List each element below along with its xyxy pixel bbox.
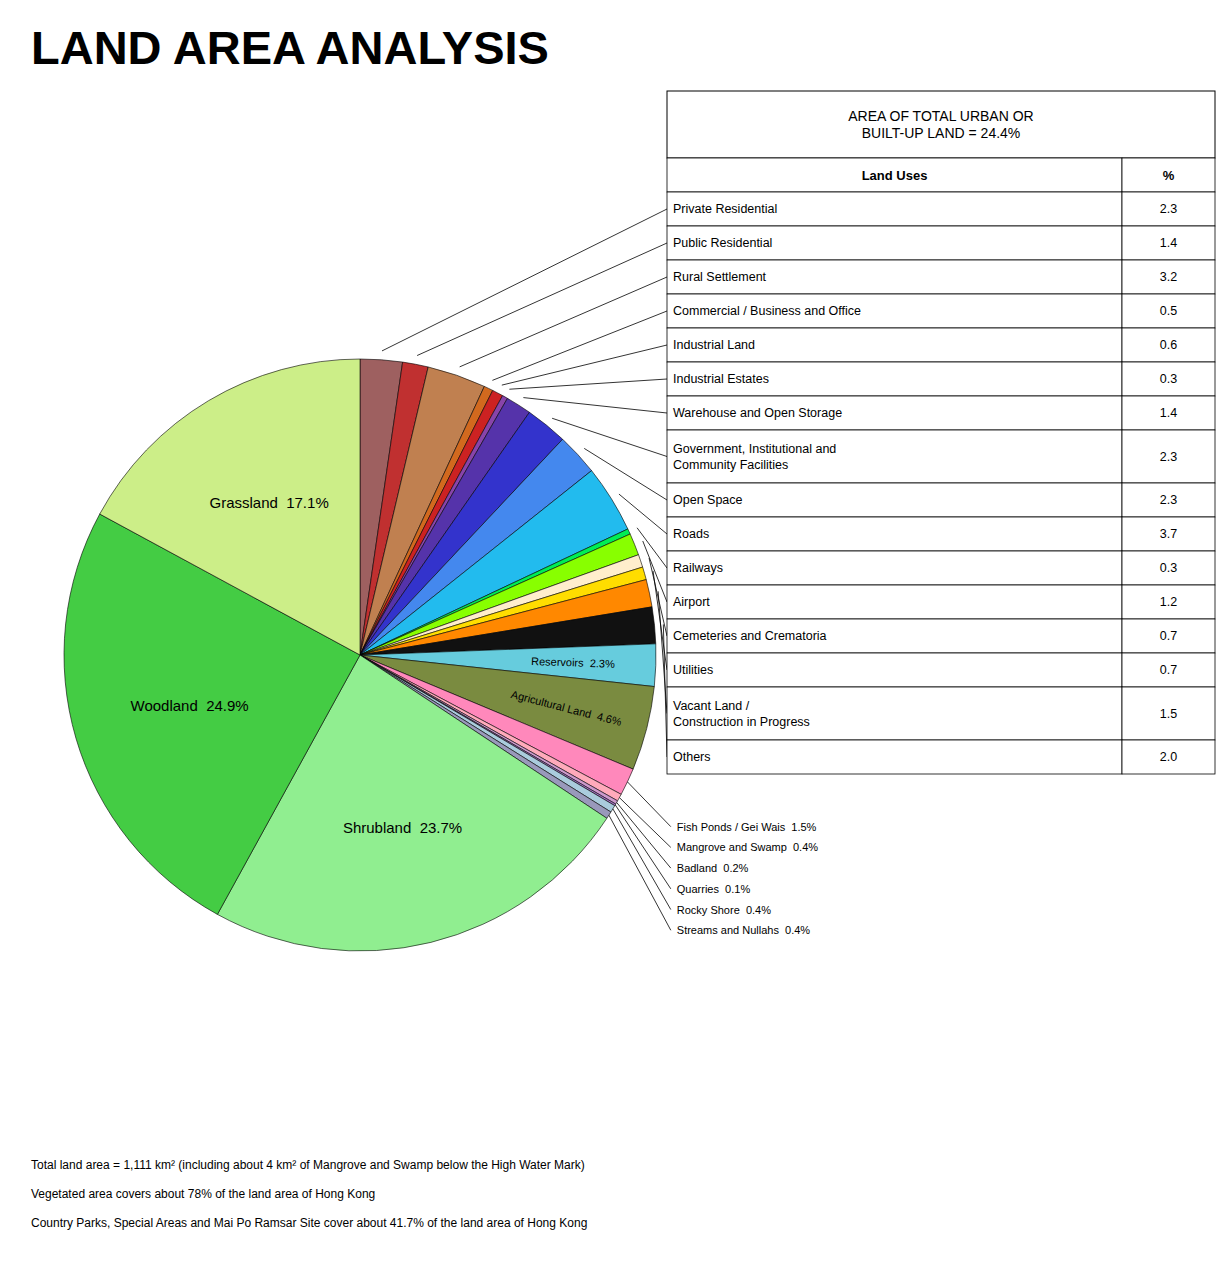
- html-text:Vegetated area covers about 78: Vegetated area covers about 78% of the l…: [31, 1187, 376, 1201]
- svg-text:0.3: 0.3: [1160, 372, 1177, 386]
- svg-text:Airport: Airport: [673, 595, 710, 609]
- svg-text:Shrubland 23.7%: Shrubland 23.7%: [343, 819, 462, 836]
- svg-text:2.0: 2.0: [1160, 750, 1177, 764]
- svg-text:Mangrove and Swamp 0.4%: Mangrove and Swamp 0.4%: [677, 841, 818, 853]
- svg-text:1.4: 1.4: [1160, 406, 1177, 420]
- svg-text:1.2: 1.2: [1160, 595, 1177, 609]
- svg-text:Warehouse and Open Storage: Warehouse and Open Storage: [673, 406, 842, 420]
- svg-text:Government, Institutional andC: Government, Institutional andCommunity F…: [673, 442, 836, 472]
- svg-text:Railways: Railways: [673, 561, 723, 575]
- svg-text:0.3: 0.3: [1160, 561, 1177, 575]
- svg-text:AREA OF TOTAL URBAN ORBUILT-UP: AREA OF TOTAL URBAN ORBUILT-UP LAND = 24…: [848, 108, 1033, 141]
- svg-text:Agricultural Land 4.6%: Agricultural Land 4.6%: [510, 688, 623, 728]
- svg-text:Open Space: Open Space: [673, 493, 743, 507]
- svg-text:Cemeteries and Crematoria: Cemeteries and Crematoria: [673, 629, 827, 643]
- svg-text:1.5: 1.5: [1160, 707, 1177, 721]
- svg-text:Others: Others: [673, 750, 711, 764]
- svg-text:0.7: 0.7: [1160, 663, 1177, 677]
- svg-text:Industrial Estates: Industrial Estates: [673, 372, 769, 386]
- svg-text:Vacant Land /Construction in P: Vacant Land /Construction in Progress: [673, 699, 810, 729]
- html-text:Country Parks, Special Areas a: Country Parks, Special Areas and Mai Po …: [31, 1216, 588, 1230]
- svg-text:2.3: 2.3: [1160, 450, 1177, 464]
- svg-text:Grassland 17.1%: Grassland 17.1%: [209, 494, 328, 511]
- svg-text:Private Residential: Private Residential: [673, 202, 777, 216]
- svg-text:Public Residential: Public Residential: [673, 236, 772, 250]
- svg-text:Woodland 24.9%: Woodland 24.9%: [131, 697, 249, 714]
- svg-text:Badland 0.2%: Badland 0.2%: [677, 862, 749, 874]
- svg-text:Reservoirs 2.3%: Reservoirs 2.3%: [531, 655, 615, 670]
- svg-text:2.3: 2.3: [1160, 493, 1177, 507]
- svg-text:Commercial / Business and Offi: Commercial / Business and Office: [673, 304, 861, 318]
- svg-text:Quarries 0.1%: Quarries 0.1%: [677, 883, 751, 895]
- svg-text:Industrial Land: Industrial Land: [673, 338, 755, 352]
- html-text:LAND AREA ANALYSIS: LAND AREA ANALYSIS: [31, 21, 549, 74]
- html-text:Total land area = 1,111 km² (i: Total land area = 1,111 km² (including a…: [31, 1158, 585, 1172]
- svg-text:Roads: Roads: [673, 527, 709, 541]
- svg-text:Streams and Nullahs 0.4%: Streams and Nullahs 0.4%: [677, 924, 811, 936]
- svg-text:%: %: [1163, 168, 1175, 183]
- svg-text:2.3: 2.3: [1160, 202, 1177, 216]
- svg-text:Rural Settlement: Rural Settlement: [673, 270, 767, 284]
- svg-text:0.7: 0.7: [1160, 629, 1177, 643]
- svg-text:Rocky Shore 0.4%: Rocky Shore 0.4%: [677, 904, 771, 916]
- svg-text:0.5: 0.5: [1160, 304, 1177, 318]
- svg-text:3.2: 3.2: [1160, 270, 1177, 284]
- svg-text:Utilities: Utilities: [673, 663, 713, 677]
- svg-text:1.4: 1.4: [1160, 236, 1177, 250]
- svg-text:Land Uses: Land Uses: [862, 168, 928, 183]
- svg-text:3.7: 3.7: [1160, 527, 1177, 541]
- svg-text:0.6: 0.6: [1160, 338, 1177, 352]
- svg-text:Fish Ponds / Gei Wais 1.5%: Fish Ponds / Gei Wais 1.5%: [677, 821, 817, 833]
